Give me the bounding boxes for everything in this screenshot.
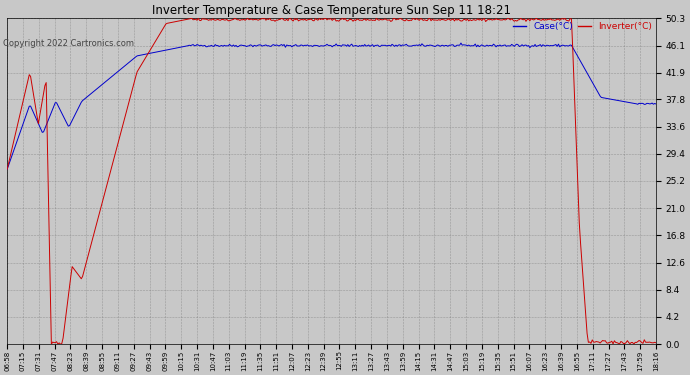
- Title: Inverter Temperature & Case Temperature Sun Sep 11 18:21: Inverter Temperature & Case Temperature …: [152, 4, 511, 17]
- Text: Copyright 2022 Cartronics.com: Copyright 2022 Cartronics.com: [3, 39, 135, 48]
- Legend: Case(°C), Inverter(°C): Case(°C), Inverter(°C): [509, 18, 656, 34]
